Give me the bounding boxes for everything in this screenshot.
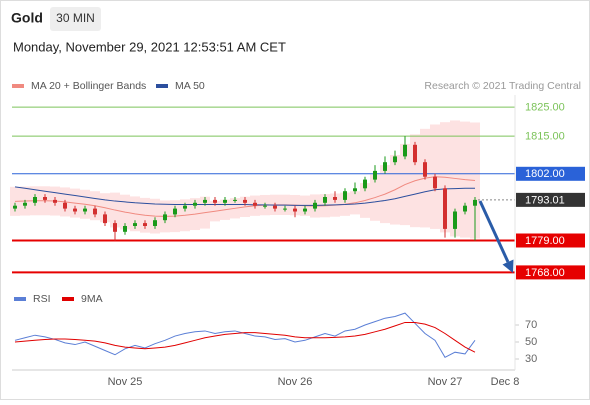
- candle-body: [33, 197, 37, 203]
- forecast-arrowhead: [502, 259, 514, 273]
- candle-body: [293, 208, 297, 212]
- candle-body: [163, 214, 167, 221]
- candle-body: [333, 197, 337, 200]
- timestamp: Monday, November 29, 2021 12:53:51 AM CE…: [13, 39, 286, 54]
- candle-body: [423, 162, 427, 177]
- level-label: 1779.00: [525, 235, 565, 247]
- candle-body: [63, 202, 67, 209]
- instrument-title: Gold: [11, 10, 43, 26]
- legend-label: 9MA: [81, 293, 103, 305]
- candle-body: [383, 162, 387, 171]
- rsi-panel: RSI 9MA 70 50 30 Nov 25 Nov 26 Nov 27 Dec 8: [14, 293, 537, 388]
- candle-body: [153, 220, 157, 226]
- candle-body: [203, 199, 207, 203]
- candle-body: [433, 176, 437, 189]
- level-label-box: [516, 192, 585, 207]
- candle-body: [243, 199, 247, 203]
- source-watermark: Research © 2021 Trading Central: [424, 80, 581, 92]
- candle-body: [353, 188, 357, 192]
- level-label-box: [516, 166, 585, 181]
- candle-body: [183, 205, 187, 209]
- candle-body: [453, 211, 457, 229]
- candle-body: [123, 226, 127, 232]
- candle-body: [323, 197, 327, 203]
- candle-body: [223, 199, 227, 203]
- candle-body: [363, 179, 367, 189]
- timeframe-badge[interactable]: [50, 7, 101, 31]
- legend-swatch: [156, 84, 168, 88]
- indicator-line: [14, 312, 476, 358]
- candle-body: [283, 208, 287, 210]
- candle-body: [73, 208, 77, 212]
- candle-body: [463, 205, 467, 212]
- candle-body: [373, 170, 377, 180]
- level-label-box: [516, 233, 585, 248]
- x-tick-label: Nov 25: [108, 376, 143, 388]
- candle-body: [53, 199, 57, 203]
- candle-body: [313, 202, 317, 209]
- candle-body: [83, 208, 87, 212]
- legend-label: MA 50: [175, 80, 205, 92]
- legend-label: RSI: [33, 293, 51, 305]
- legend-swatch: [14, 297, 26, 301]
- candle-body: [273, 205, 277, 209]
- candle-body: [193, 202, 197, 206]
- y-tick-label: 30: [525, 353, 537, 365]
- x-tick-label: Dec 8: [491, 376, 520, 388]
- candle-body: [263, 205, 267, 207]
- candle-body: [213, 199, 217, 203]
- candle-body: [173, 208, 177, 215]
- forecast-arrow: [478, 200, 510, 263]
- level-label: 1768.00: [525, 267, 565, 279]
- candle-body: [133, 223, 137, 226]
- legend-swatch: [12, 84, 24, 88]
- indicator-line: [14, 176, 476, 217]
- level-label-box: [516, 265, 585, 280]
- candle-body: [233, 199, 237, 201]
- candle-body: [443, 188, 447, 229]
- x-tick-label: Nov 26: [278, 376, 313, 388]
- candle-body: [13, 205, 17, 209]
- legend-label: MA 20 + Bollinger Bands: [31, 80, 146, 92]
- level-label: 1802.00: [525, 168, 565, 180]
- candle-body: [303, 208, 307, 212]
- indicator-line: [14, 321, 476, 353]
- y-tick-label: 50: [525, 336, 537, 348]
- legend-swatch: [62, 297, 74, 301]
- candle-body: [103, 214, 107, 224]
- timeframe-label[interactable]: 30 MIN: [56, 11, 95, 25]
- price-panel: MA 20 + Bollinger Bands MA 50 1825.00 1815.…: [10, 80, 585, 280]
- y-tick-label: 70: [525, 319, 537, 331]
- candle-body: [473, 199, 477, 206]
- candle-body: [43, 197, 47, 200]
- candle-body: [343, 191, 347, 200]
- level-label: 1825.00: [525, 102, 565, 114]
- level-label: 1815.00: [525, 131, 565, 143]
- candle-body: [393, 156, 397, 163]
- candle-body: [143, 223, 147, 226]
- candle-body: [403, 144, 407, 157]
- candle-body: [253, 202, 257, 206]
- candle-body: [413, 144, 417, 163]
- x-tick-label: Nov 27: [428, 376, 463, 388]
- candle-body: [93, 208, 97, 215]
- level-label: 1793.01: [525, 194, 565, 206]
- candle-body: [113, 223, 117, 232]
- candle-body: [23, 202, 27, 206]
